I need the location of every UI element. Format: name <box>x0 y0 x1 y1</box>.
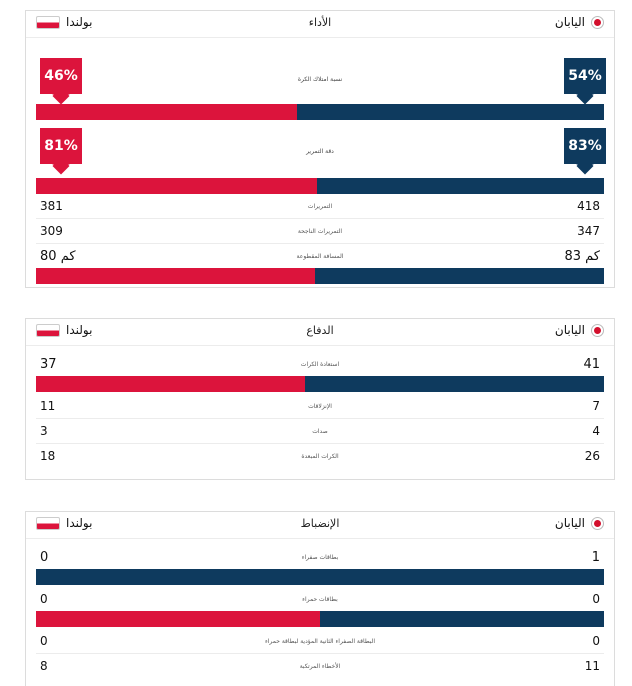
red-label: بطاقات حمراء <box>302 596 338 603</box>
red-right-value: 0 <box>592 592 600 606</box>
clearances-label: الكرات المبعدة <box>301 453 339 460</box>
fouls-right-value: 11 <box>584 659 600 673</box>
tackles-left-value: 11 <box>40 399 56 413</box>
possession-bar <box>36 104 604 120</box>
team-japan-label: اليابان <box>554 323 585 337</box>
pass-accuracy-right-bubble: 83% <box>564 128 606 175</box>
stat-row-yellow-cards: 0 بطاقات صفراء 1 <box>36 545 604 569</box>
yellow-bar-japan <box>36 569 604 585</box>
poland-flag-icon <box>36 323 60 337</box>
stat-row-blocks: 3 صدات 4 <box>36 419 604 444</box>
second-yellow-left-value: 0 <box>40 634 48 648</box>
team-japan: اليابان <box>555 516 604 530</box>
blocks-left-value: 3 <box>40 424 48 438</box>
team-japan: اليابان <box>555 323 604 337</box>
japan-flag-icon <box>591 516 604 530</box>
stat-row-fouls: 8 الأخطاء المرتكبة 11 <box>36 654 604 678</box>
pass-accuracy-bar-japan <box>316 178 604 194</box>
pass-accuracy-bar-poland <box>36 178 317 194</box>
defense-card: بولندا الدفاع اليابان 37 استعادة الكرات … <box>25 318 615 480</box>
recoveries-label: استعادة الكرات <box>300 361 340 368</box>
discipline-card: بولندا الإنضباط اليابان 0 بطاقات صفراء 1… <box>25 511 615 686</box>
possession-label: نسبة امتلاك الكرة <box>297 76 343 83</box>
possession-left-bubble: 46% <box>40 58 82 105</box>
tackles-right-value: 7 <box>592 399 600 413</box>
team-japan: اليابان <box>555 15 604 29</box>
discipline-header: بولندا الإنضباط اليابان <box>26 512 614 539</box>
distance-bar <box>36 268 604 284</box>
clearances-right-value: 26 <box>584 449 600 463</box>
possession-bubbles: 46% نسبة امتلاك الكرة 54% <box>26 54 614 106</box>
team-japan-label: اليابان <box>554 516 585 530</box>
recoveries-right-value: 41 <box>583 357 600 372</box>
team-poland-label: بولندا <box>66 15 93 29</box>
recoveries-left-value: 37 <box>40 357 57 372</box>
red-bar-japan <box>320 611 604 627</box>
japan-flag-icon <box>591 323 604 337</box>
passes-label: التمريرات <box>307 203 333 210</box>
pass-accuracy-bar <box>36 178 604 194</box>
stat-row-clearances: 18 الكرات المبعدة 26 <box>36 444 604 468</box>
second-yellow-right-value: 0 <box>592 634 600 648</box>
distance-label: المسافة المقطوعة <box>296 253 344 260</box>
performance-header: بولندا الأداء اليابان <box>26 11 614 38</box>
defense-header: بولندا الدفاع اليابان <box>26 319 614 346</box>
stat-row-distance: 80 كم المسافة المقطوعة 83 كم <box>36 244 604 268</box>
stat-row-red-cards: 0 بطاقات حمراء 0 <box>36 587 604 611</box>
section-title: الدفاع <box>306 324 334 337</box>
red-bar-poland <box>36 611 320 627</box>
possession-bar-poland <box>36 104 298 120</box>
successful-passes-label: التمريرات الناجحة <box>297 228 343 235</box>
pass-accuracy-label: دقة التمرير <box>306 148 334 155</box>
stat-row-second-yellow: 0 البطاقة الصفراء الثانية المؤدية لبطاقة… <box>36 629 604 654</box>
section-title: الأداء <box>308 16 332 29</box>
possession-right-bubble: 54% <box>564 58 606 105</box>
yellow-bar <box>36 569 604 585</box>
pass-accuracy-left-bubble: 81% <box>40 128 82 175</box>
team-poland-label: بولندا <box>66 323 93 337</box>
recoveries-bar-poland <box>36 376 306 392</box>
distance-bar-japan <box>314 268 604 284</box>
blocks-label: صدات <box>312 428 328 435</box>
team-poland-label: بولندا <box>66 516 93 530</box>
distance-right-value: 83 كم <box>564 249 600 264</box>
possession-bar-japan <box>297 104 604 120</box>
second-yellow-label: البطاقة الصفراء الثانية المؤدية لبطاقة ح… <box>264 638 376 645</box>
stat-row-successful-passes: 309 التمريرات الناجحة 347 <box>36 219 604 244</box>
yellow-right-value: 1 <box>591 550 600 565</box>
successful-passes-right-value: 347 <box>577 224 600 238</box>
team-poland: بولندا <box>36 323 92 337</box>
distance-left-value: 80 كم <box>40 249 76 264</box>
team-japan-label: اليابان <box>554 15 585 29</box>
poland-flag-icon <box>36 15 60 29</box>
section-title: الإنضباط <box>300 517 340 530</box>
recoveries-bar <box>36 376 604 392</box>
red-bar <box>36 611 604 627</box>
japan-flag-icon <box>591 15 604 29</box>
yellow-label: بطاقات صفراء <box>301 554 339 561</box>
fouls-label: الأخطاء المرتكبة <box>299 663 341 670</box>
passes-right-value: 418 <box>577 199 600 213</box>
poland-flag-icon <box>36 516 60 530</box>
stat-row-tackles: 11 الإنزلاقات 7 <box>36 394 604 419</box>
pass-accuracy-bubbles: 81% دقة التمرير 83% <box>26 124 614 176</box>
recoveries-bar-japan <box>305 376 604 392</box>
blocks-right-value: 4 <box>592 424 600 438</box>
team-poland: بولندا <box>36 15 92 29</box>
tackles-label: الإنزلاقات <box>308 403 332 410</box>
fouls-left-value: 8 <box>40 659 48 673</box>
performance-card: بولندا الأداء اليابان 46% نسبة امتلاك ال… <box>25 10 615 288</box>
yellow-left-value: 0 <box>40 550 49 565</box>
stat-row-recoveries: 37 استعادة الكرات 41 <box>36 352 604 376</box>
clearances-left-value: 18 <box>40 449 56 463</box>
successful-passes-left-value: 309 <box>40 224 63 238</box>
passes-left-value: 381 <box>40 199 63 213</box>
red-left-value: 0 <box>40 592 48 606</box>
team-poland: بولندا <box>36 516 92 530</box>
distance-bar-poland <box>36 268 315 284</box>
stat-row-passes: 381 التمريرات 418 <box>36 194 604 219</box>
